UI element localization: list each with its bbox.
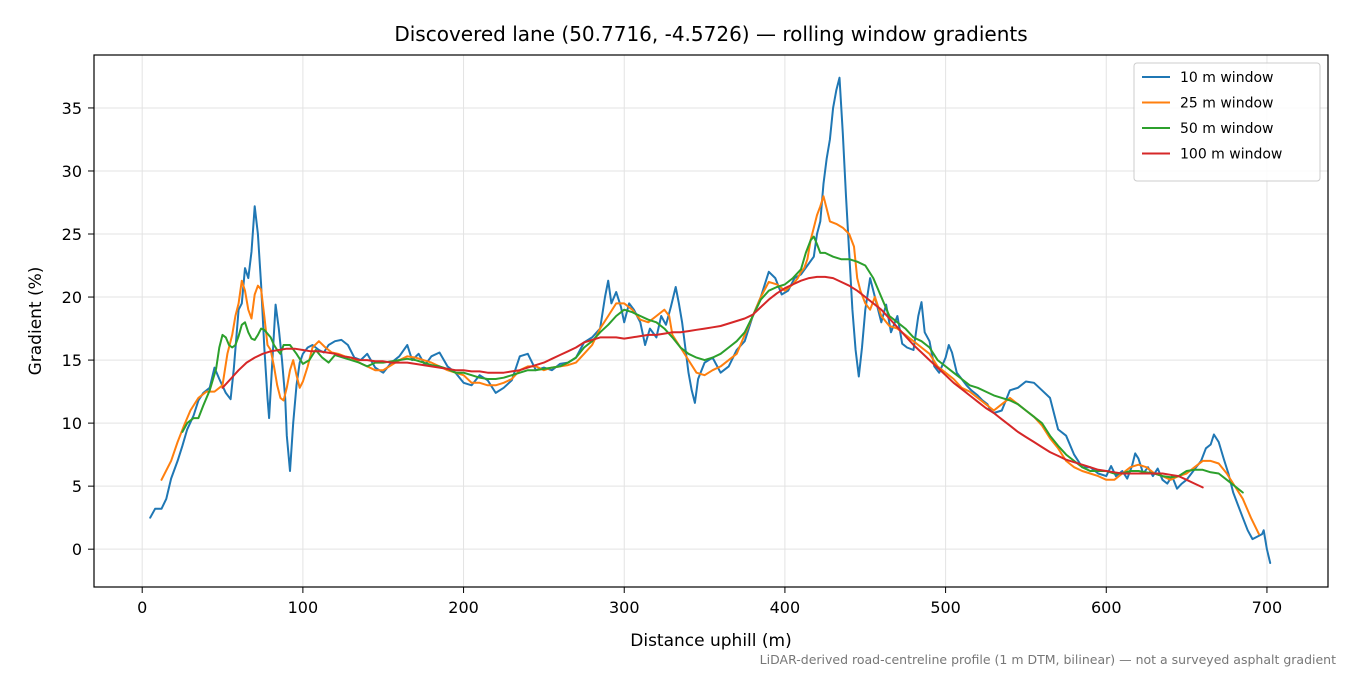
x-tick-label: 300 (609, 598, 640, 617)
x-tick-label: 500 (930, 598, 961, 617)
y-tick-label: 15 (62, 351, 82, 370)
legend-label-4: 100 m window (1180, 147, 1282, 163)
legend-label-1: 10 m window (1180, 70, 1273, 86)
x-tick-label: 400 (770, 598, 801, 617)
x-tick-label: 100 (288, 598, 319, 617)
x-tick-label: 700 (1252, 598, 1283, 617)
y-tick-label: 10 (62, 414, 82, 433)
y-tick-label: 30 (62, 162, 82, 181)
x-tick-label: 600 (1091, 598, 1122, 617)
x-tick-label: 0 (137, 598, 147, 617)
x-axis-label: Distance uphill (m) (630, 631, 791, 651)
series-line-4 (221, 275, 1204, 489)
series-layer (149, 76, 1272, 564)
y-axis-ticks: 0 5 10 15 20 25 30 35 (62, 99, 94, 559)
y-tick-label: 0 (72, 540, 82, 559)
x-axis-ticks: 0 100 200 300 400 500 600 700 (137, 587, 1282, 617)
y-tick-label: 5 (72, 477, 82, 496)
legend-box (1133, 62, 1321, 182)
legend-label-3: 50 m window (1180, 121, 1273, 137)
legend-label-2: 25 m window (1180, 96, 1273, 112)
y-tick-label: 25 (62, 225, 82, 244)
x-tick-label: 200 (448, 598, 479, 617)
y-tick-label: 35 (62, 99, 82, 118)
y-axis-label: Gradient (%) (26, 267, 46, 376)
series-line-1 (149, 76, 1272, 564)
chart-title: Discovered lane (50.7716, -4.5726) — rol… (394, 22, 1027, 46)
legend: 10 m window 25 m window 50 m window 100 m w… (1133, 62, 1321, 182)
y-tick-label: 20 (62, 288, 82, 307)
plot-frame (93, 54, 1329, 588)
footnote: LiDAR-derived road-centreline profile (1… (760, 652, 1336, 667)
